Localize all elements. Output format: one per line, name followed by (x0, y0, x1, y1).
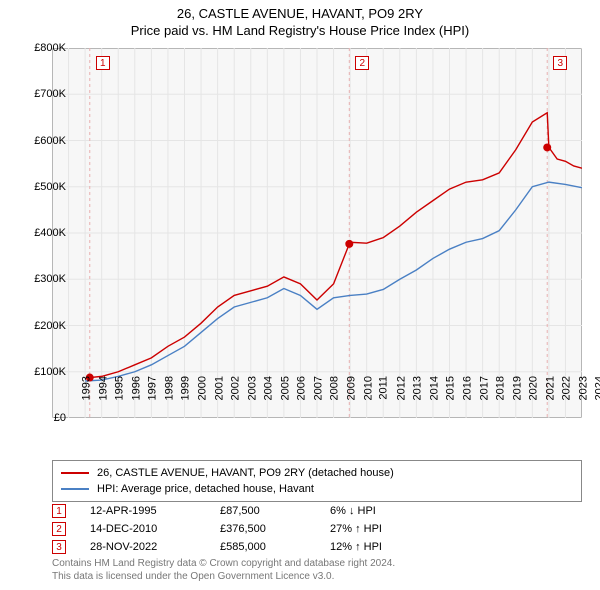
x-axis-label: 2024 (594, 376, 600, 400)
transaction-date: 14-DEC-2010 (90, 523, 220, 535)
table-row: 3 28-NOV-2022 £585,000 12% ↑ HPI (52, 538, 582, 556)
transactions-table: 1 12-APR-1995 £87,500 6% ↓ HPI 2 14-DEC-… (52, 502, 582, 556)
x-axis-label: 2015 (445, 376, 457, 400)
legend-swatch (61, 488, 89, 490)
x-axis-label: 2019 (511, 376, 523, 400)
legend: 26, CASTLE AVENUE, HAVANT, PO9 2RY (deta… (52, 460, 582, 502)
x-axis-label: 1995 (114, 376, 126, 400)
x-axis-label: 1994 (97, 376, 109, 400)
x-axis-label: 2005 (279, 376, 291, 400)
x-axis-label: 2007 (312, 376, 324, 400)
x-axis-label: 2000 (196, 376, 208, 400)
x-axis-label: 2009 (345, 376, 357, 400)
table-row: 2 14-DEC-2010 £376,500 27% ↑ HPI (52, 520, 582, 538)
legend-label: HPI: Average price, detached house, Hava… (97, 483, 314, 495)
x-axis-label: 2023 (577, 376, 589, 400)
x-axis-label: 2013 (412, 376, 424, 400)
footer: Contains HM Land Registry data © Crown c… (52, 558, 395, 583)
transaction-delta: 6% ↓ HPI (330, 505, 450, 517)
legend-row: 26, CASTLE AVENUE, HAVANT, PO9 2RY (deta… (61, 465, 573, 481)
transaction-delta: 12% ↑ HPI (330, 541, 450, 553)
x-axis-label: 2008 (329, 376, 341, 400)
footer-line: Contains HM Land Registry data © Crown c… (52, 558, 395, 571)
x-axis-label: 2016 (461, 376, 473, 400)
chart-area (52, 48, 582, 418)
y-axis-label: £100K (34, 366, 66, 378)
transaction-price: £376,500 (220, 523, 330, 535)
x-axis-label: 2003 (246, 376, 258, 400)
y-axis-label: £0 (54, 412, 66, 424)
x-axis-label: 2004 (263, 376, 275, 400)
title-block: 26, CASTLE AVENUE, HAVANT, PO9 2RY Price… (0, 0, 600, 40)
y-axis-label: £500K (34, 181, 66, 193)
footer-line: This data is licensed under the Open Gov… (52, 571, 395, 584)
x-axis-label: 2017 (478, 376, 490, 400)
transaction-date: 12-APR-1995 (90, 505, 220, 517)
chart-container: 26, CASTLE AVENUE, HAVANT, PO9 2RY Price… (0, 0, 600, 590)
y-axis-label: £800K (34, 42, 66, 54)
y-axis-label: £300K (34, 273, 66, 285)
transaction-marker: 1 (52, 504, 66, 518)
x-axis-label: 2002 (230, 376, 242, 400)
legend-row: HPI: Average price, detached house, Hava… (61, 481, 573, 497)
y-axis-label: £600K (34, 135, 66, 147)
title-subtitle: Price paid vs. HM Land Registry's House … (0, 23, 600, 38)
transaction-delta: 27% ↑ HPI (330, 523, 450, 535)
x-axis-label: 2021 (544, 376, 556, 400)
x-axis-label: 2011 (378, 376, 390, 400)
transaction-price: £87,500 (220, 505, 330, 517)
x-axis-label: 2022 (561, 376, 573, 400)
y-axis-label: £400K (34, 227, 66, 239)
x-axis-label: 2006 (296, 376, 308, 400)
transaction-marker: 2 (52, 522, 66, 536)
table-row: 1 12-APR-1995 £87,500 6% ↓ HPI (52, 502, 582, 520)
x-axis-label: 2014 (428, 376, 440, 400)
x-axis-label: 1999 (180, 376, 192, 400)
chart-marker-box: 2 (355, 56, 369, 70)
y-axis-label: £200K (34, 320, 66, 332)
chart-svg (52, 48, 582, 418)
title-address: 26, CASTLE AVENUE, HAVANT, PO9 2RY (0, 6, 600, 21)
x-axis-label: 2018 (495, 376, 507, 400)
chart-marker-box: 3 (553, 56, 567, 70)
x-axis-label: 1996 (130, 376, 142, 400)
x-axis-label: 2012 (395, 376, 407, 400)
x-axis-label: 2001 (213, 376, 225, 400)
legend-swatch (61, 472, 89, 474)
legend-label: 26, CASTLE AVENUE, HAVANT, PO9 2RY (deta… (97, 467, 394, 479)
chart-marker-box: 1 (96, 56, 110, 70)
x-axis-label: 2020 (528, 376, 540, 400)
transaction-price: £585,000 (220, 541, 330, 553)
x-axis-label: 1997 (147, 376, 159, 400)
x-axis-label: 2010 (362, 376, 374, 400)
transaction-date: 28-NOV-2022 (90, 541, 220, 553)
x-axis-label: 1998 (163, 376, 175, 400)
transaction-marker: 3 (52, 540, 66, 554)
y-axis-label: £700K (34, 88, 66, 100)
x-axis-label: 1993 (80, 376, 92, 400)
